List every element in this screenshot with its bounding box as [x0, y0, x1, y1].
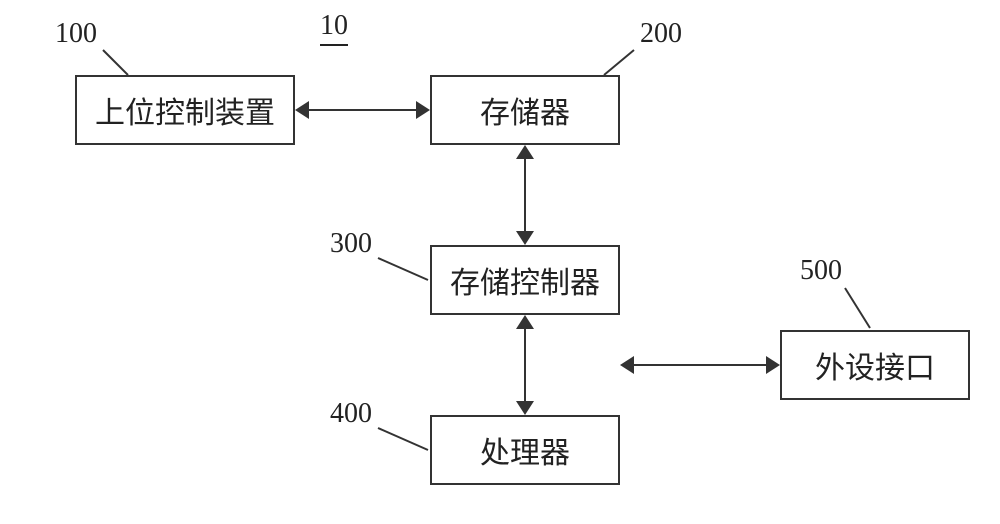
- node-processor: 处理器: [430, 415, 620, 485]
- node-label: 存储控制器: [450, 258, 600, 302]
- label-100: 100: [55, 18, 97, 50]
- node-peripheral-interface: 外设接口: [780, 330, 970, 400]
- label-200: 200: [640, 18, 682, 50]
- node-label: 上位控制装置: [95, 88, 275, 132]
- label-500: 500: [800, 255, 842, 287]
- node-storage-controller: 存储控制器: [430, 245, 620, 315]
- node-label: 外设接口: [815, 343, 935, 387]
- node-label: 存储器: [480, 88, 570, 132]
- label-10: 10: [320, 10, 348, 46]
- node-upper-control: 上位控制装置: [75, 75, 295, 145]
- block-diagram: 上位控制装置 存储器 存储控制器 处理器 外设接口 10 100 200 300…: [0, 0, 1000, 524]
- label-400: 400: [330, 398, 372, 430]
- label-300: 300: [330, 228, 372, 260]
- node-label: 处理器: [480, 428, 570, 472]
- node-memory: 存储器: [430, 75, 620, 145]
